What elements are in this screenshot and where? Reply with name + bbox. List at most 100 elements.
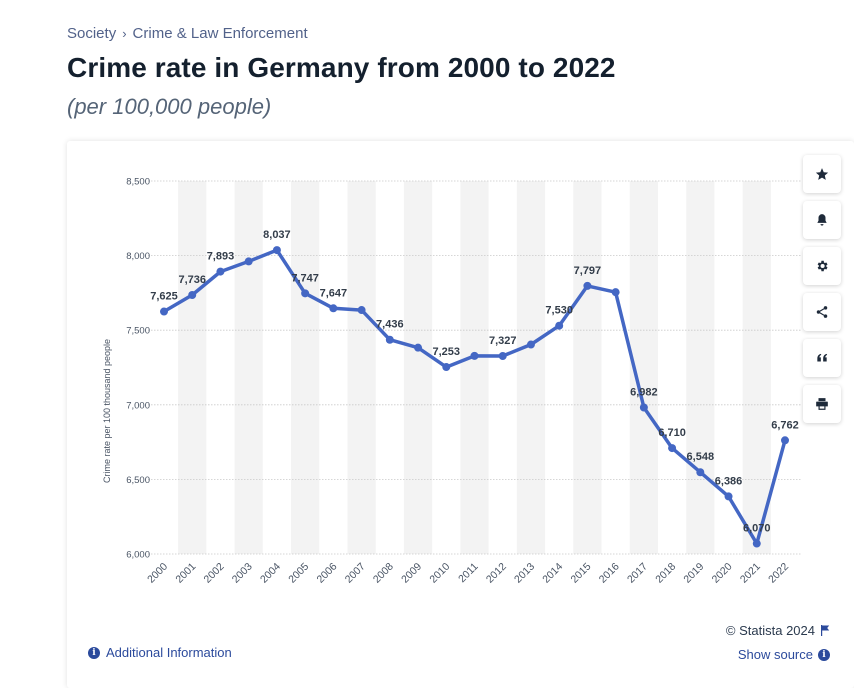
x-tick-label: 2004 — [258, 561, 283, 586]
x-tick-label: 2000 — [145, 561, 170, 586]
breadcrumb-society[interactable]: Society — [67, 25, 117, 42]
data-label: 6,548 — [687, 451, 715, 463]
x-tick-label: 2015 — [569, 561, 594, 586]
column-bands — [178, 181, 771, 554]
data-label: 7,253 — [433, 346, 461, 358]
x-tick-label: 2021 — [738, 561, 763, 586]
star-icon — [815, 168, 829, 180]
column-band — [347, 181, 376, 554]
show-source-label: Show source — [737, 647, 813, 662]
page-title: Crime rate in Germany from 2000 to 2022 — [67, 52, 616, 83]
data-point — [414, 343, 423, 352]
data-label: 6,070 — [743, 523, 771, 535]
y-tick-label: 6,500 — [126, 475, 150, 486]
data-point — [781, 436, 789, 445]
y-axis-label: Crime rate per 100 thousand people — [102, 339, 112, 483]
data-point — [611, 288, 620, 297]
data-label: 6,386 — [715, 475, 743, 487]
column-band — [178, 181, 207, 554]
x-tick-label: 2016 — [597, 561, 622, 586]
x-tick-label: 2003 — [230, 561, 255, 586]
copyright: © Statista 2024 — [726, 623, 830, 638]
cite-button[interactable] — [803, 339, 841, 377]
x-tick-label: 2020 — [710, 561, 735, 586]
x-tick-label: 2019 — [681, 561, 706, 586]
data-point — [639, 403, 648, 412]
data-point — [188, 290, 197, 299]
data-label: 7,797 — [574, 265, 602, 277]
settings-button[interactable] — [803, 247, 841, 285]
info-icon: i — [88, 646, 100, 659]
data-label: 7,893 — [207, 251, 235, 263]
copyright-text: © Statista 2024 — [725, 623, 815, 638]
y-tick-label: 7,500 — [126, 326, 150, 337]
data-label: 7,530 — [545, 305, 573, 317]
data-point — [272, 246, 281, 255]
data-point — [555, 321, 564, 330]
data-label: 7,747 — [291, 272, 319, 284]
grid-lines — [148, 180, 801, 555]
share-icon — [816, 306, 828, 318]
bell-icon — [817, 214, 827, 226]
column-band — [460, 181, 489, 554]
share-button[interactable] — [803, 293, 841, 331]
x-tick-label: 2018 — [653, 561, 678, 586]
additional-information-label: Additional Information — [106, 645, 232, 660]
data-point — [216, 267, 225, 276]
column-band — [686, 181, 715, 554]
notification-button[interactable] — [803, 201, 841, 239]
x-tick-label: 2010 — [427, 561, 452, 586]
y-tick-label: 8,000 — [126, 251, 150, 262]
data-point — [583, 281, 592, 290]
x-tick-labels: 2000 2001 2002 2003 2004 2005 2006 2007 2008 2009… — [145, 561, 791, 586]
data-point — [526, 340, 535, 349]
star-button[interactable] — [803, 155, 841, 193]
data-point — [244, 257, 253, 266]
data-label: 6,982 — [630, 386, 658, 398]
print-button[interactable] — [803, 385, 841, 423]
x-tick-label: 2022 — [766, 561, 791, 586]
data-point — [301, 289, 310, 298]
x-tick-label: 2001 — [173, 561, 198, 586]
data-point — [498, 352, 507, 361]
chart-toolbar — [803, 155, 841, 423]
column-band — [573, 181, 602, 554]
gear-icon — [817, 260, 828, 272]
x-tick-label: 2011 — [456, 561, 481, 586]
data-label: 7,625 — [150, 291, 178, 303]
data-label: 7,736 — [178, 274, 206, 286]
data-points — [160, 246, 789, 548]
x-tick-label: 2009 — [399, 561, 424, 586]
data-label: 6,710 — [658, 427, 686, 439]
quote-icon — [817, 353, 828, 362]
data-point — [724, 492, 733, 501]
x-tick-label: 2008 — [371, 561, 396, 586]
data-point — [160, 307, 168, 316]
additional-information-link[interactable]: i Additional Information — [88, 645, 232, 660]
printer-icon — [816, 398, 828, 410]
y-tick-labels: 6,000 6,500 7,000 7,500 8,000 8,500 — [126, 177, 150, 561]
info-icon: i — [818, 648, 830, 661]
x-tick-label: 2017 — [625, 561, 650, 586]
data-label: 6,762 — [771, 419, 799, 431]
y-tick-label: 8,500 — [126, 177, 150, 188]
breadcrumb-crime-law[interactable]: Crime & Law Enforcement — [132, 25, 308, 42]
column-band — [742, 181, 771, 554]
show-source-link[interactable]: Show source i — [738, 647, 830, 662]
x-tick-label: 2014 — [540, 561, 565, 586]
column-band — [234, 181, 263, 554]
x-tick-label: 2005 — [286, 561, 311, 586]
x-tick-label: 2002 — [202, 561, 227, 586]
page-subtitle: (per 100,000 people) — [67, 94, 272, 119]
line-chart: 6,000 6,500 7,000 7,500 8,000 8,500 Crime rat… — [102, 177, 801, 586]
data-label: 7,647 — [320, 287, 348, 299]
y-tick-label: 7,000 — [126, 400, 150, 411]
data-point — [357, 306, 366, 315]
flag-icon[interactable] — [820, 625, 830, 636]
data-label: 7,436 — [376, 319, 404, 331]
y-tick-label: 6,000 — [126, 550, 150, 561]
data-point — [442, 363, 451, 372]
column-band — [403, 181, 433, 554]
data-point — [329, 304, 338, 313]
